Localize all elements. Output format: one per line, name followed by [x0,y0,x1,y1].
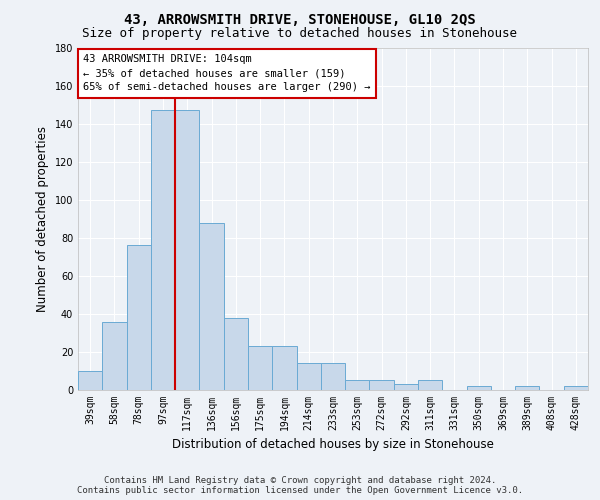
Bar [296,364,321,390]
Text: Size of property relative to detached houses in Stonehouse: Size of property relative to detached ho… [83,28,517,40]
Y-axis label: Number of detached properties: Number of detached properties [36,126,49,312]
Bar [467,386,491,390]
Bar [127,246,151,390]
Text: 43, ARROWSMITH DRIVE, STONEHOUSE, GL10 2QS: 43, ARROWSMITH DRIVE, STONEHOUSE, GL10 2… [124,12,476,26]
Bar [102,322,127,390]
Bar [175,110,199,390]
Bar [345,380,370,390]
Bar [199,222,224,390]
Bar [151,110,175,390]
Bar [78,371,102,390]
Text: 43 ARROWSMITH DRIVE: 104sqm
← 35% of detached houses are smaller (159)
65% of se: 43 ARROWSMITH DRIVE: 104sqm ← 35% of det… [83,54,371,92]
Bar [248,346,272,390]
Bar [321,364,345,390]
Bar [224,318,248,390]
Bar [272,346,296,390]
Bar [564,386,588,390]
Bar [515,386,539,390]
Bar [418,380,442,390]
Text: Contains HM Land Registry data © Crown copyright and database right 2024.
Contai: Contains HM Land Registry data © Crown c… [77,476,523,495]
Bar [394,384,418,390]
Bar [370,380,394,390]
X-axis label: Distribution of detached houses by size in Stonehouse: Distribution of detached houses by size … [172,438,494,452]
